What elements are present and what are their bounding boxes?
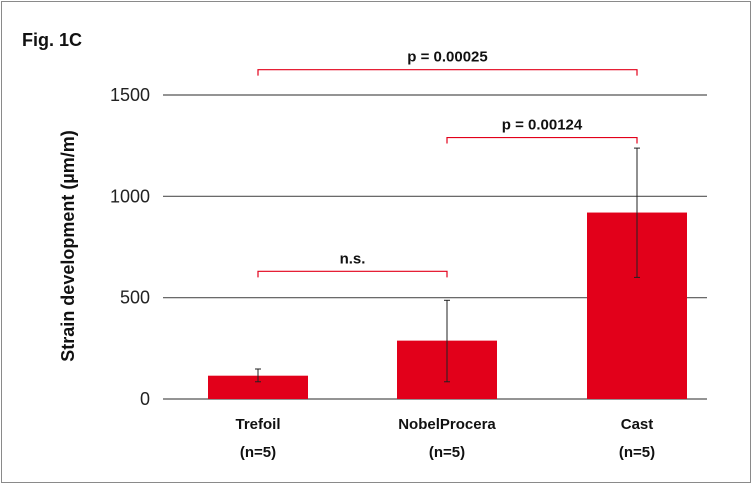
significance-bracket-3: p = 0.00025: [257, 49, 638, 76]
error-bar-trefoil: [255, 368, 261, 383]
x-ticks: Trefoil (n=5) NobelProcera (n=5) Cast (n=5): [235, 416, 655, 461]
significance-label: p = 0.00124: [502, 117, 583, 134]
y-tick-label-500: 500: [120, 288, 150, 308]
error-bar-nobelprocera: [444, 299, 450, 383]
figure-label: Fig. 1C: [22, 30, 82, 50]
significance-bracket-1: n.s.: [257, 250, 448, 278]
bracket-line: [257, 69, 638, 76]
bar-trefoil: [208, 375, 308, 399]
significance-brackets: n.s. p = 0.00124 p = 0.00025: [257, 49, 638, 278]
x-tick-sublabel-nobelprocera: (n=5): [429, 444, 465, 461]
x-tick-label-cast: Cast: [621, 416, 654, 433]
y-axis-label: Strain development (µm/m): [58, 130, 78, 361]
x-tick-label-nobelprocera: NobelProcera: [398, 416, 496, 433]
significance-label: n.s.: [340, 250, 366, 267]
y-tick-label-1500: 1500: [110, 85, 150, 105]
error-bar-cast: [634, 147, 640, 278]
x-tick-label-trefoil: Trefoil: [235, 416, 280, 433]
bracket-line: [257, 270, 448, 278]
significance-bracket-2: p = 0.00124: [446, 117, 638, 144]
y-tick-label-1000: 1000: [110, 186, 150, 206]
y-ticks: 0 500 1000 1500: [110, 85, 150, 409]
x-tick-sublabel-trefoil: (n=5): [240, 444, 276, 461]
error-bars: [255, 147, 640, 383]
bracket-line: [446, 136, 638, 144]
x-tick-sublabel-cast: (n=5): [619, 444, 655, 461]
y-tick-label-0: 0: [140, 389, 150, 409]
significance-label: p = 0.00025: [407, 49, 487, 66]
